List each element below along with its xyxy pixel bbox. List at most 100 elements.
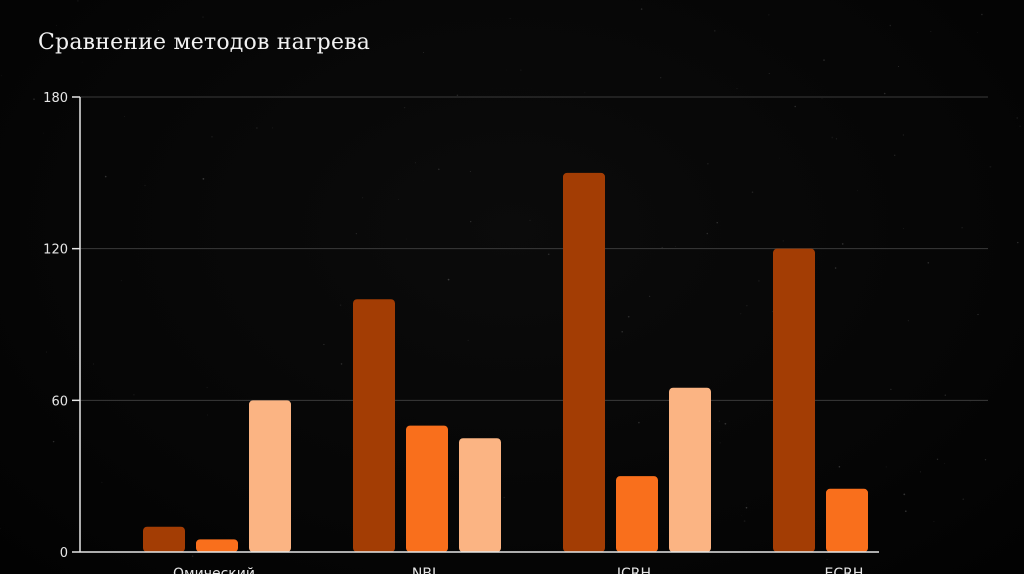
star-dot (520, 69, 522, 71)
star-dot (81, 61, 83, 63)
star-dot (902, 228, 904, 230)
star-dot (101, 481, 103, 483)
y-tick-label: 120 (43, 243, 68, 258)
bar (616, 476, 658, 552)
star-dot (838, 465, 841, 468)
star-dot (340, 363, 343, 365)
star-dot (120, 280, 122, 282)
star-dot (758, 280, 760, 282)
star-dot (423, 180, 424, 181)
star-dot (779, 157, 780, 159)
star-dot (1017, 241, 1019, 244)
star-dot (907, 320, 909, 322)
star-dot (649, 295, 651, 297)
star-dot (890, 388, 892, 390)
star-dot (826, 558, 828, 560)
star-dot (660, 77, 662, 79)
y-tick-label: 180 (43, 91, 68, 106)
star-dot (406, 238, 407, 240)
star-dot (856, 190, 858, 192)
axes (79, 97, 879, 553)
star-dot (0, 528, 1, 529)
star-dot (256, 127, 258, 129)
star-dot (823, 59, 825, 61)
star-dot (547, 253, 550, 256)
bar (826, 488, 868, 552)
star-dot (981, 13, 983, 16)
star-dot (977, 32, 979, 33)
bar (773, 248, 815, 552)
bar (249, 400, 291, 552)
star-dot (745, 506, 748, 509)
star-dot (621, 331, 623, 333)
star-dot (207, 414, 209, 416)
star-dot (835, 138, 837, 140)
star-dot (77, 0, 79, 2)
bars (143, 172, 868, 553)
starfield-decoration (0, 0, 1021, 560)
star-dot (191, 555, 194, 557)
chart-title: Сравнение методов нагрева (38, 30, 371, 55)
star-dot (984, 459, 987, 461)
star-dot (675, 245, 676, 247)
star-dot (718, 420, 720, 422)
star-dot (503, 496, 505, 499)
star-dot (969, 401, 971, 403)
star-dot (355, 233, 357, 235)
star-dot (897, 66, 899, 67)
star-dot (961, 226, 963, 229)
star-dot (529, 219, 531, 221)
star-dot (962, 498, 965, 501)
star-dot (123, 115, 125, 118)
star-dot (751, 191, 754, 194)
star-dot (977, 313, 979, 316)
bar (406, 425, 448, 552)
bar (563, 172, 605, 553)
star-dot (157, 29, 160, 32)
y-tick-label: 60 (51, 394, 68, 409)
star-dot (509, 18, 511, 20)
star-dot (1019, 125, 1021, 127)
star-dot (456, 94, 459, 97)
star-dot (55, 25, 57, 26)
star-dot (989, 165, 992, 168)
x-category-label: ICRH (617, 566, 651, 574)
star-dot (741, 515, 742, 516)
star-dot (782, 240, 784, 242)
star-dot (339, 304, 342, 306)
bar (196, 539, 238, 552)
star-dot (944, 463, 945, 464)
star-dot (930, 30, 932, 33)
star-dot (902, 134, 904, 136)
gridlines (80, 96, 988, 401)
star-dot (206, 386, 208, 388)
star-dot (743, 520, 746, 522)
y-tick-label: 0 (60, 546, 68, 561)
star-dot (46, 351, 47, 353)
star-dot (627, 315, 630, 318)
star-dot (904, 510, 907, 513)
x-category-label: NBI (412, 566, 436, 574)
star-dot (834, 267, 837, 269)
star-dot (746, 503, 748, 505)
star-dot (174, 44, 176, 46)
star-dot (422, 51, 424, 53)
star-dot (414, 162, 416, 164)
star-dot (104, 175, 107, 178)
star-dot (719, 442, 721, 444)
star-dot (893, 154, 896, 157)
star-dot (202, 178, 205, 180)
star-dot (919, 471, 921, 473)
star-dot (470, 220, 472, 223)
star-dot (714, 30, 716, 32)
star-dot (272, 127, 274, 129)
star-dot (398, 198, 400, 200)
star-dot (640, 8, 643, 10)
star-dot (903, 493, 906, 496)
star-dot (144, 184, 146, 187)
bar (353, 299, 395, 552)
star-dot (505, 69, 507, 71)
star-dot (933, 520, 935, 522)
